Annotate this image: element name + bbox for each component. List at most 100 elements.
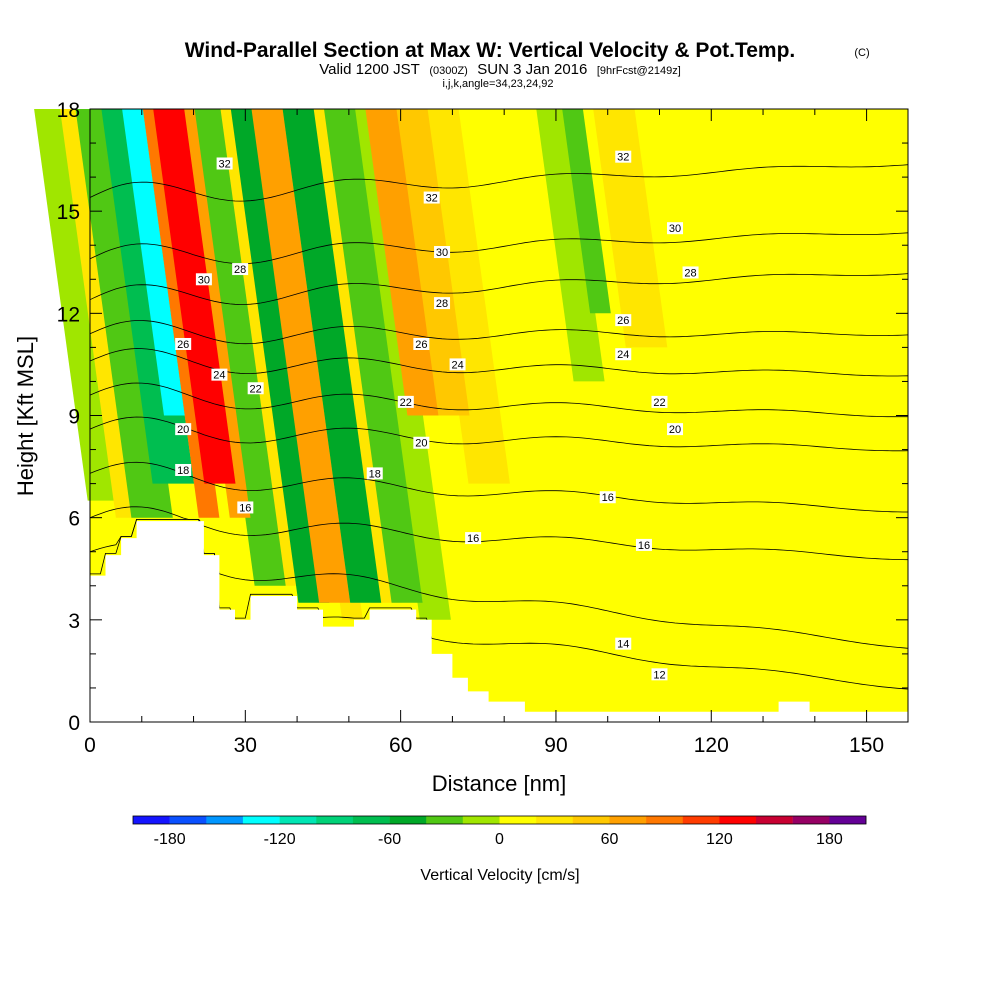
theta-contour-16	[89, 506, 909, 561]
contour-label: 18	[366, 467, 383, 480]
contour-label-text: 30	[669, 223, 681, 235]
colorbar-tick-label: 180	[816, 831, 843, 848]
contour-label-text: 16	[239, 502, 251, 514]
contour-label-text: 32	[218, 158, 230, 170]
x-tick-label: 60	[389, 734, 412, 757]
colorbar-swatch	[792, 816, 830, 824]
copyright-mark: (C)	[854, 47, 869, 59]
contour-label-text: 24	[213, 370, 225, 382]
contour-label-text: 18	[177, 465, 189, 477]
colorbar-tick-label: -180	[154, 831, 186, 848]
contour-label-text: 28	[234, 264, 246, 276]
contour-label-text: 16	[467, 533, 479, 545]
y-axis: 0 3 6 9 12 15 18	[57, 99, 908, 735]
contour-label: 30	[667, 222, 684, 235]
colorbar-tick-label: 120	[706, 831, 733, 848]
chart-title: Wind-Parallel Section at Max W: Vertical…	[185, 39, 796, 62]
x-axis-title: Distance [nm]	[432, 771, 567, 796]
contour-label: 32	[216, 157, 233, 170]
velocity-band	[282, 109, 382, 603]
x-tick-label: 0	[84, 734, 96, 757]
contour-label: 22	[397, 395, 414, 409]
velocity-band	[34, 109, 119, 501]
colorbar-swatch	[426, 816, 464, 824]
theta-contour-22	[89, 382, 908, 418]
subtitle-utc: (0300Z)	[429, 65, 468, 77]
contour-label: 32	[615, 150, 632, 164]
contour-label-text: 20	[415, 438, 427, 450]
colorbar-tick-label: -120	[264, 831, 296, 848]
contour-label: 20	[175, 423, 192, 436]
velocity-band	[593, 109, 668, 348]
contour-label-text: 28	[684, 267, 696, 279]
colorbar-tick-label: 60	[601, 831, 619, 848]
contour-label-text: 30	[198, 274, 210, 286]
contour-label-text: 32	[617, 152, 629, 164]
colorbar	[132, 815, 867, 825]
colorbar-label: Vertical Velocity [cm/s]	[420, 867, 579, 884]
x-tick-label: 90	[544, 734, 567, 757]
velocity-band	[713, 347, 902, 586]
colorbar-tick-label: 0	[495, 831, 504, 848]
contour-label-text: 28	[436, 298, 448, 310]
theta-contours	[89, 164, 909, 690]
colorbar-swatch	[242, 816, 280, 824]
contour-label: 26	[413, 337, 430, 351]
contour-label: 30	[195, 273, 212, 286]
velocity-band	[189, 109, 286, 586]
contour-label-text: 26	[177, 339, 189, 351]
colorbar-swatch	[389, 816, 427, 824]
colorbar-swatch	[499, 816, 537, 824]
x-tick-label: 30	[234, 734, 257, 757]
colorbar-swatch	[609, 816, 647, 824]
colorbar-swatch	[536, 816, 573, 824]
y-axis-title: Height [Kft MSL]	[13, 336, 38, 496]
contour-label-text: 26	[617, 315, 629, 327]
contour-label: 28	[232, 263, 249, 276]
contour-label: 16	[465, 532, 482, 545]
chart-subtitle: Valid 1200 JST (0300Z) SUN 3 Jan 2016 [9…	[319, 61, 681, 78]
contour-label: 20	[413, 436, 430, 450]
contour-label-text: 20	[177, 424, 189, 436]
y-tick-label: 3	[68, 610, 80, 633]
velocity-band	[536, 109, 605, 382]
contour-label-text: 26	[415, 339, 427, 351]
y-tick-label: 9	[68, 406, 80, 429]
theta-contour-32	[89, 164, 909, 202]
colorbar-ticks: -180 -120 -60 0 60 120 180	[154, 831, 843, 848]
theta-contour-14	[89, 519, 909, 649]
contour-label-text: 14	[617, 639, 629, 651]
contour-label: 24	[449, 358, 466, 371]
contour-label: 16	[635, 538, 652, 552]
contour-label: 32	[423, 191, 440, 205]
colorbar-tick-label: -60	[378, 831, 401, 848]
contour-label: 24	[615, 348, 632, 361]
velocity-band	[324, 109, 423, 603]
contour-label: 16	[599, 491, 616, 504]
contour-label-text: 22	[400, 397, 412, 409]
contour-labels: 32 32 32 30 30 30 28 28 28 26 26 26 24 24 24 22 22 22 20 20…	[175, 150, 699, 681]
contour-label: 14	[615, 637, 632, 651]
contour-label: 24	[211, 368, 228, 382]
colorbar-swatch	[572, 816, 610, 824]
y-tick-label: 18	[57, 99, 80, 122]
x-axis: 0 30 60 90 120 150	[84, 109, 884, 757]
contour-label-text: 24	[451, 359, 463, 371]
velocity-band	[153, 109, 236, 484]
subtitle-indices: i,j,k,angle=34,23,24,92	[442, 78, 553, 90]
contour-label-text: 22	[653, 397, 665, 409]
subtitle-valid: Valid 1200 JST	[319, 61, 420, 78]
theta-contour-26	[89, 320, 909, 345]
contour-label: 26	[175, 337, 192, 351]
contour-label-text: 16	[638, 540, 650, 552]
contour-label-text: 22	[250, 383, 262, 395]
contour-label-text: 12	[653, 669, 665, 681]
theta-contour-30	[89, 232, 909, 265]
theta-contour-28	[89, 273, 909, 305]
contour-label: 28	[682, 266, 699, 279]
colorbar-swatch	[169, 816, 207, 824]
contour-label-text: 30	[436, 247, 448, 259]
y-tick-label: 0	[68, 712, 80, 735]
colorbar-swatch	[462, 816, 500, 824]
